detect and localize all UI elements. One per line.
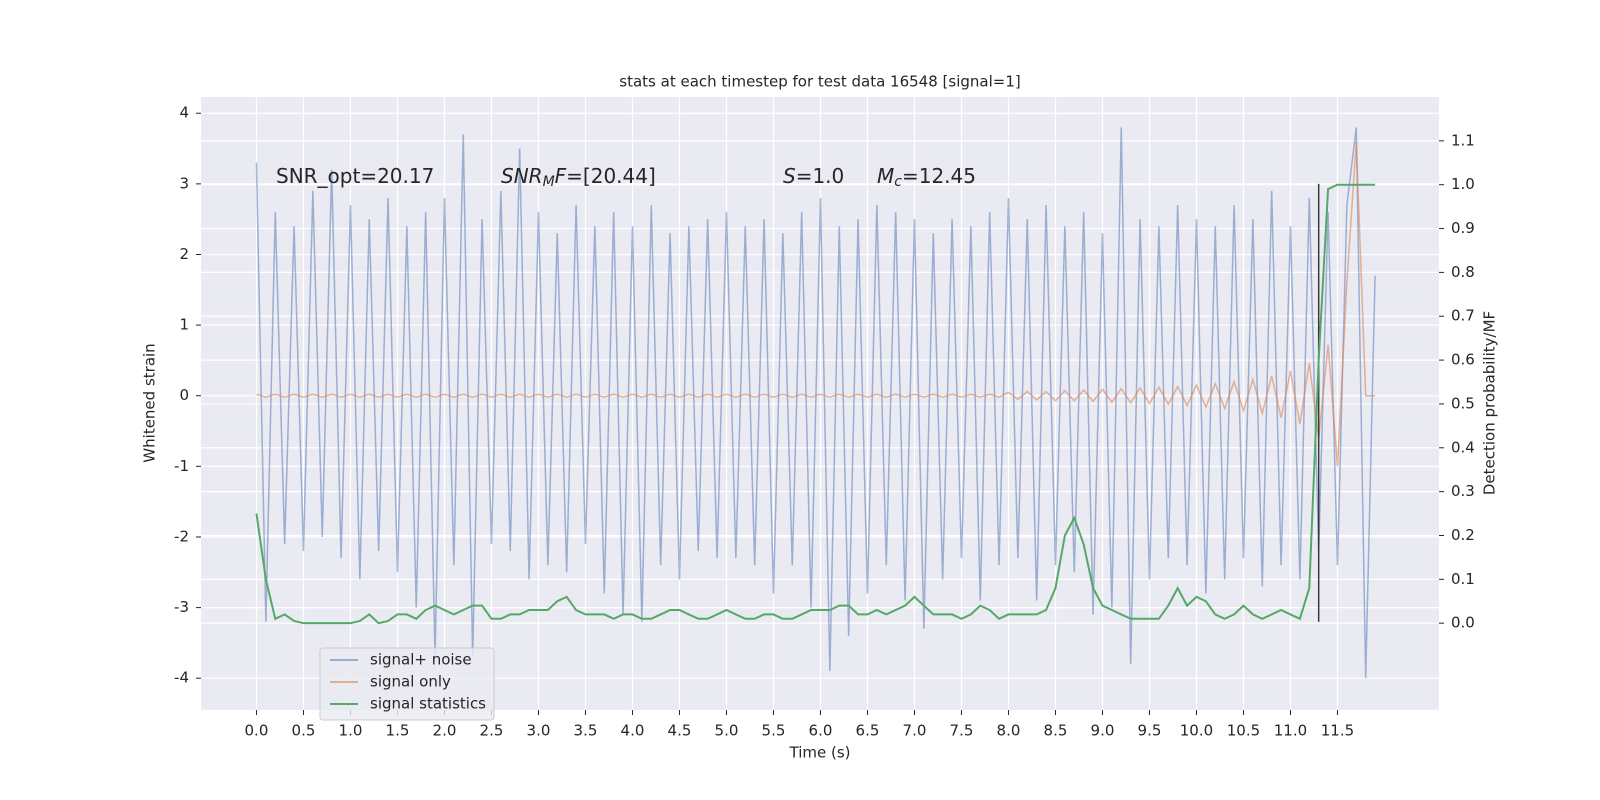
x-tick-label: 6.5 (856, 722, 880, 740)
annotation: SNR_opt=20.17 (276, 164, 434, 188)
chart-title: stats at each timestep for test data 165… (619, 73, 1020, 91)
x-tick-label: 8.5 (1044, 722, 1068, 740)
annotation-subscript: c (894, 174, 902, 190)
x-tick-label: 7.5 (950, 722, 974, 740)
x-tick-label: 3.0 (527, 722, 551, 740)
y2-tick-label: 0.4 (1451, 438, 1475, 456)
y2-axis-label: Detection probability/MF (1481, 311, 1499, 495)
legend-label: signal only (370, 673, 451, 691)
y-tick-label: 3 (179, 174, 189, 192)
annotation-text: =12.45 (902, 164, 976, 188)
y2-tick-label: 0.7 (1451, 307, 1475, 325)
series-line (255, 127, 1376, 679)
y-tick-label: -2 (174, 527, 189, 545)
y2-tick-label: 0.9 (1451, 219, 1475, 237)
annotation: S=1.0 (783, 164, 844, 188)
x-tick-label: 11.5 (1321, 722, 1354, 740)
x-tick-label: 5.5 (762, 722, 786, 740)
y-tick-label: -1 (174, 457, 189, 475)
x-tick-label: 4.0 (621, 722, 645, 740)
legend-box (319, 647, 495, 721)
y-axis-label: Whitened strain (141, 343, 159, 462)
x-tick-label: 2.5 (480, 722, 504, 740)
x-tick-label: 1.0 (339, 722, 363, 740)
x-axis-label: Time (s) (789, 744, 851, 762)
annotation-text: SNR_opt=20.17 (276, 164, 434, 188)
y-tick-label: 4 (179, 104, 189, 122)
annotation-text: F (555, 164, 567, 188)
annotation-text: S (783, 164, 796, 188)
annotation: SNRMF=[20.44] (501, 164, 656, 191)
annotation-text: SNR (501, 164, 543, 188)
y-tick-label: -3 (174, 598, 189, 616)
annotation-text: M (877, 164, 894, 188)
y2-tick-label: 0.5 (1451, 394, 1475, 412)
x-tick-label: 7.0 (903, 722, 927, 740)
y2-tick-label: 0.8 (1451, 263, 1475, 281)
series-line (255, 183, 1376, 625)
annotation-text: =[20.44] (566, 164, 656, 188)
x-tick-label: 0.0 (245, 722, 269, 740)
legend-label: signal statistics (370, 695, 486, 713)
x-tick-label: 8.0 (997, 722, 1021, 740)
annotation-subscript: M (543, 174, 555, 190)
y-tick-label: 1 (179, 316, 189, 334)
x-tick-label: 5.0 (715, 722, 739, 740)
x-tick-label: 10.5 (1227, 722, 1260, 740)
annotation-text: =1.0 (796, 164, 845, 188)
y2-tick-label: 0.6 (1451, 351, 1475, 369)
x-tick-label: 1.5 (386, 722, 410, 740)
x-tick-label: 6.0 (809, 722, 833, 740)
legend-label: signal+ noise (370, 651, 472, 669)
y2-tick-label: 0.2 (1451, 526, 1475, 544)
x-tick-label: 10.0 (1180, 722, 1213, 740)
x-tick-label: 9.5 (1138, 722, 1162, 740)
y2-tick-label: 0.1 (1451, 570, 1475, 588)
y-tick-label: 0 (179, 386, 189, 404)
x-tick-label: 2.0 (433, 722, 457, 740)
x-tick-label: 0.5 (292, 722, 316, 740)
marks (255, 127, 1376, 679)
annotation: Mc=12.45 (877, 164, 976, 191)
y2-tick-label: 1.1 (1451, 131, 1475, 149)
x-tick-label: 9.0 (1091, 722, 1115, 740)
x-tick-label: 3.5 (574, 722, 598, 740)
x-tick-label: 11.0 (1274, 722, 1307, 740)
legend: signal+ noise signal only signal statistic… (319, 647, 495, 721)
y-tick-label: 2 (179, 245, 189, 263)
series-line (256, 141, 1376, 467)
y2-tick-label: 1.0 (1451, 175, 1475, 193)
y2-tick-label: 0.3 (1451, 482, 1475, 500)
y2-tick-label: 0.0 (1451, 614, 1475, 632)
x-tick-label: 4.5 (668, 722, 692, 740)
ticks: 0.0 0.5 1.0 1.5 2.0 2.5 3.0 3.5 4.0 4.5 5.0 5.5 6.0 6… (174, 104, 1475, 740)
y-tick-label: -4 (174, 669, 189, 687)
